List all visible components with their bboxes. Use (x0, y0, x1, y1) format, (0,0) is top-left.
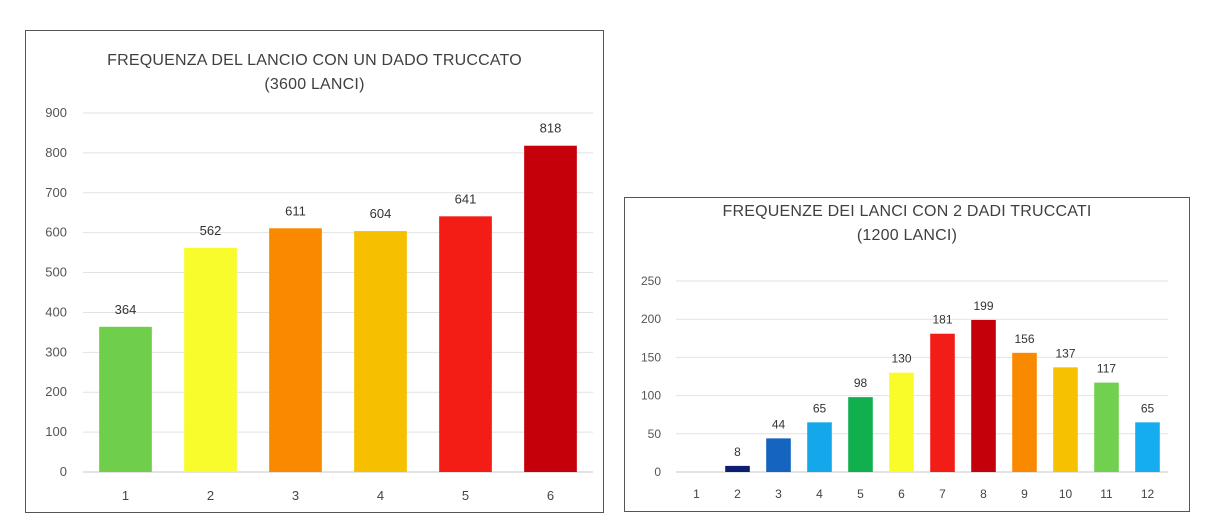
y-tick-label: 900 (45, 105, 67, 120)
bar-11 (1094, 382, 1119, 472)
x-tick-label: 4 (377, 488, 384, 503)
data-label: 156 (1014, 332, 1034, 346)
y-tick-label: 150 (641, 350, 661, 364)
bar-5 (439, 216, 492, 472)
bar-1 (99, 326, 152, 472)
data-label: 137 (1055, 346, 1075, 360)
chart-panel-single-die: FREQUENZA DEL LANCIO CON UN DADO TRUCCAT… (25, 30, 604, 513)
chart-title: FREQUENZE DEI LANCI CON 2 DADI TRUCCATI … (625, 200, 1189, 248)
y-tick-label: 250 (641, 274, 661, 288)
data-label: 44 (772, 417, 786, 431)
chart-title-main: FREQUENZE DEI LANCI CON 2 DADI TRUCCATI (722, 203, 1092, 220)
bar-7 (930, 333, 955, 472)
bar-2 (725, 465, 750, 472)
bar-6 (889, 372, 914, 472)
data-label: 199 (973, 299, 993, 313)
data-label: 562 (200, 223, 222, 238)
data-label: 364 (115, 302, 137, 317)
y-tick-label: 200 (45, 384, 67, 399)
x-tick-label: 3 (775, 487, 782, 501)
data-label: 604 (370, 206, 392, 221)
x-tick-label: 2 (734, 487, 741, 501)
bar-6 (524, 145, 577, 472)
data-label: 65 (1141, 401, 1155, 415)
chart-panel-two-dice: FREQUENZE DEI LANCI CON 2 DADI TRUCCATI … (624, 197, 1190, 512)
bar-2 (184, 247, 237, 472)
data-label: 611 (285, 203, 306, 218)
x-tick-label: 1 (122, 488, 129, 503)
x-tick-label: 5 (857, 487, 864, 501)
data-label: 818 (540, 121, 562, 136)
chart-title: FREQUENZA DEL LANCIO CON UN DADO TRUCCAT… (26, 49, 603, 97)
y-tick-label: 500 (45, 265, 67, 280)
data-label: 65 (813, 401, 827, 415)
x-tick-label: 5 (462, 488, 469, 503)
bar-3 (766, 438, 791, 472)
data-label: 8 (734, 445, 741, 459)
y-tick-label: 100 (45, 424, 67, 439)
bar-10 (1053, 367, 1078, 472)
x-tick-label: 6 (898, 487, 905, 501)
x-tick-label: 7 (939, 487, 946, 501)
y-tick-label: 200 (641, 312, 661, 326)
bar-12 (1135, 422, 1160, 472)
x-tick-label: 9 (1021, 487, 1028, 501)
x-tick-label: 3 (292, 488, 299, 503)
data-label: 98 (854, 376, 868, 390)
bar-8 (971, 319, 996, 472)
x-tick-label: 1 (693, 487, 700, 501)
x-tick-label: 12 (1141, 487, 1155, 501)
data-label: 117 (1097, 362, 1116, 376)
bar-5 (848, 397, 873, 472)
bar-4 (807, 422, 832, 472)
bar-chart-two-dice: 0 50 100 150 200 250 1 8 2 44 3 65 4 98 5 130 6 181 7 199 8 1… (641, 274, 1168, 501)
x-tick-label: 10 (1059, 487, 1073, 501)
chart-title-main: FREQUENZA DEL LANCIO CON UN DADO TRUCCAT… (107, 52, 522, 69)
bar-3 (269, 228, 322, 472)
y-tick-label: 0 (60, 464, 67, 479)
chart-subtitle: (3600 LANCI) (264, 76, 365, 93)
bar-chart-single-die: 0100200300400500600700800900364156226113… (45, 105, 593, 503)
y-tick-label: 0 (654, 465, 661, 479)
x-tick-label: 6 (547, 488, 554, 503)
y-tick-label: 600 (45, 225, 67, 240)
bar-9 (1012, 352, 1037, 472)
data-label: 181 (932, 313, 952, 327)
y-tick-label: 400 (45, 304, 67, 319)
x-tick-label: 11 (1100, 487, 1113, 501)
x-tick-label: 4 (816, 487, 823, 501)
y-tick-label: 50 (648, 427, 662, 441)
x-tick-label: 2 (207, 488, 214, 503)
y-tick-label: 300 (45, 344, 67, 359)
x-tick-label: 8 (980, 487, 987, 501)
y-tick-label: 800 (45, 145, 67, 160)
bar-4 (354, 231, 407, 472)
data-label: 641 (455, 191, 477, 206)
y-tick-label: 100 (641, 389, 661, 403)
y-tick-label: 700 (45, 185, 67, 200)
chart-subtitle: (1200 LANCI) (856, 227, 958, 244)
data-label: 130 (891, 352, 911, 366)
